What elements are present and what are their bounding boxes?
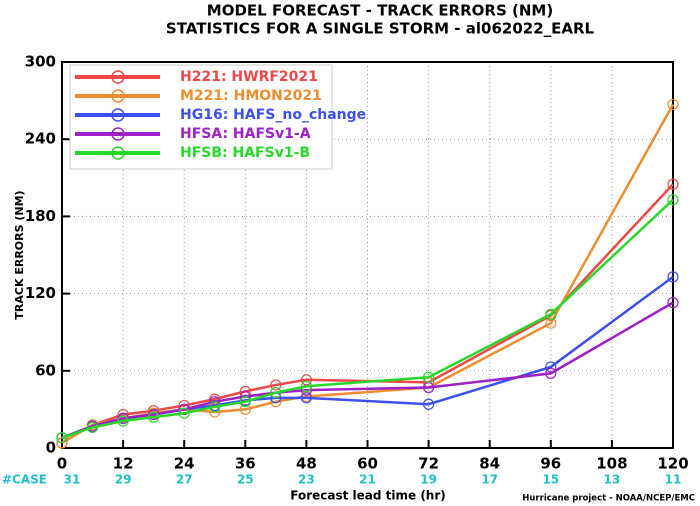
series-marker xyxy=(239,403,251,415)
series-marker xyxy=(545,317,557,329)
y-tick-label: 0 xyxy=(46,439,56,457)
chart-subtitle: STATISTICS FOR A SINGLE STORM - al062022… xyxy=(166,20,595,38)
series-marker xyxy=(300,380,312,392)
y-tick-label: 60 xyxy=(35,361,56,379)
series-marker xyxy=(148,408,160,421)
legend-label: HFSB: HAFSv1-B xyxy=(180,145,310,161)
case-count: 31 xyxy=(64,473,81,487)
case-count: 15 xyxy=(542,473,559,487)
x-tick-label: 96 xyxy=(540,455,561,473)
series-marker xyxy=(209,393,221,405)
series-line xyxy=(61,183,674,444)
series-marker xyxy=(300,392,312,404)
x-tick-label: 48 xyxy=(296,455,317,473)
series-marker xyxy=(117,415,129,427)
x-tick-label: 24 xyxy=(174,455,195,473)
cases-label: #CASE xyxy=(2,473,47,487)
case-count: 27 xyxy=(176,473,193,487)
series-marker xyxy=(56,437,68,449)
series-marker xyxy=(667,297,679,309)
case-count: 29 xyxy=(115,473,132,487)
case-count: 17 xyxy=(481,473,498,487)
series-marker xyxy=(56,432,68,444)
series-marker xyxy=(148,411,160,423)
series-marker xyxy=(667,194,679,206)
x-tick-label: 60 xyxy=(357,455,378,473)
series-marker xyxy=(545,308,557,320)
footer: Hurricane project - NOAA/NCEP/EMC xyxy=(522,494,695,504)
series-marker xyxy=(667,178,679,190)
case-count: 21 xyxy=(359,473,376,487)
case-count: 23 xyxy=(298,473,315,487)
y-tick-label: 300 xyxy=(25,53,56,71)
x-tick-label: 120 xyxy=(657,455,688,473)
x-tick-label: 108 xyxy=(596,455,627,473)
series-marker xyxy=(270,387,282,399)
legend-marker xyxy=(111,70,125,84)
legend-marker xyxy=(111,146,125,160)
x-tick-label: 36 xyxy=(235,455,256,473)
legend-marker xyxy=(111,127,125,141)
series-marker xyxy=(117,412,129,425)
series-marker xyxy=(209,401,221,413)
x-tick-label: 0 xyxy=(57,455,67,473)
case-count: 19 xyxy=(420,473,437,487)
x-tick-label: 72 xyxy=(418,455,439,473)
case-count: 25 xyxy=(237,473,254,487)
series-marker xyxy=(270,379,282,391)
series-marker xyxy=(423,398,435,410)
series-marker xyxy=(178,407,190,419)
legend-label: HG16: HAFS_no_change xyxy=(180,107,366,123)
series-marker xyxy=(86,421,99,434)
x-tick-label: 84 xyxy=(479,455,500,473)
y-axis-label: TRACK ERRORS (NM) xyxy=(13,190,26,319)
series-marker xyxy=(667,98,679,111)
legend-label: HFSA: HAFSv1-A xyxy=(180,126,311,142)
legend-marker xyxy=(111,108,125,122)
legend-marker xyxy=(111,89,125,103)
series-marker xyxy=(423,371,435,383)
chart-title: MODEL FORECAST - TRACK ERRORS (NM) xyxy=(207,2,553,20)
y-tick-label: 120 xyxy=(25,284,56,302)
y-tick-label: 180 xyxy=(25,207,56,225)
x-tick-label: 12 xyxy=(113,455,134,473)
legend-label: H221: HWRF2021 xyxy=(180,69,318,85)
series-marker xyxy=(667,271,679,283)
plot-frame xyxy=(61,61,674,449)
case-count: 13 xyxy=(604,473,621,487)
x-axis-label: Forecast lead time (hr) xyxy=(290,489,446,503)
series-marker xyxy=(545,367,557,379)
series-marker xyxy=(239,396,251,408)
legend-label: M221: HMON2021 xyxy=(180,88,322,104)
case-count: 11 xyxy=(665,473,682,487)
y-tick-label: 240 xyxy=(25,130,56,148)
